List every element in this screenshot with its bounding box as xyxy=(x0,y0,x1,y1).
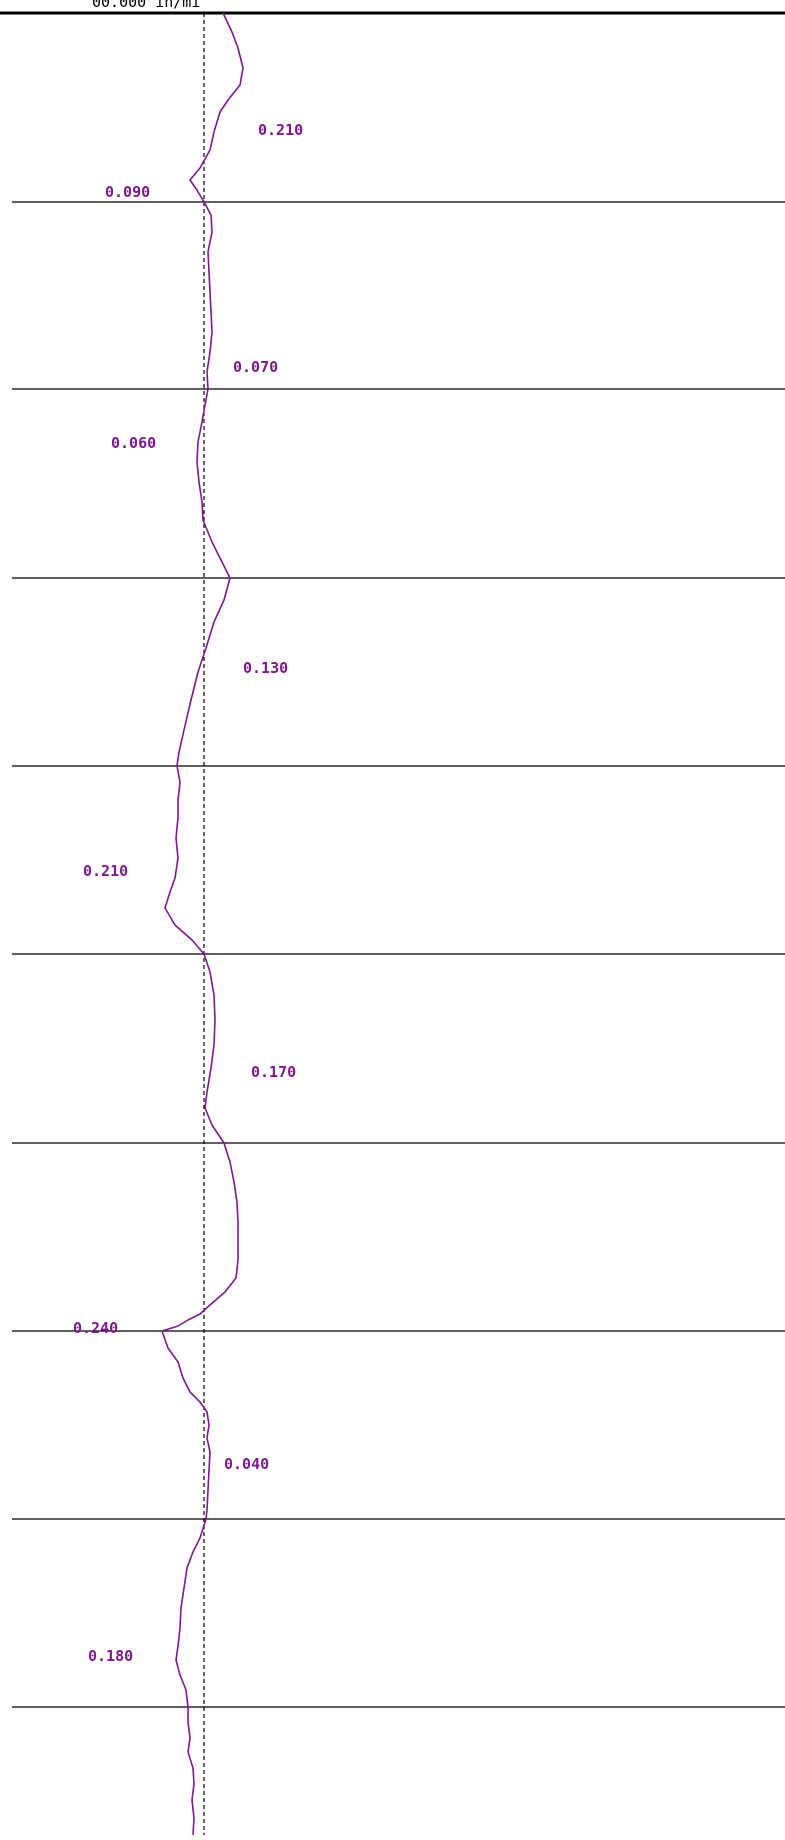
section-value-label: 0.070 xyxy=(233,358,278,376)
section-value-label: 0.130 xyxy=(243,659,288,677)
section-value-label: 0.040 xyxy=(224,1455,269,1473)
profile-trace-line xyxy=(161,12,244,1836)
section-value-label: 0.060 xyxy=(111,434,156,452)
section-value-label: 0.180 xyxy=(88,1647,133,1665)
section-value-label: 0.210 xyxy=(83,862,128,880)
section-value-label: 0.090 xyxy=(105,183,150,201)
section-value-label: 0.240 xyxy=(73,1319,118,1337)
section-value-label: 0.210 xyxy=(258,121,303,139)
section-value-label: 0.170 xyxy=(251,1063,296,1081)
top-scale-label: 00.000 in/mi xyxy=(92,0,201,11)
